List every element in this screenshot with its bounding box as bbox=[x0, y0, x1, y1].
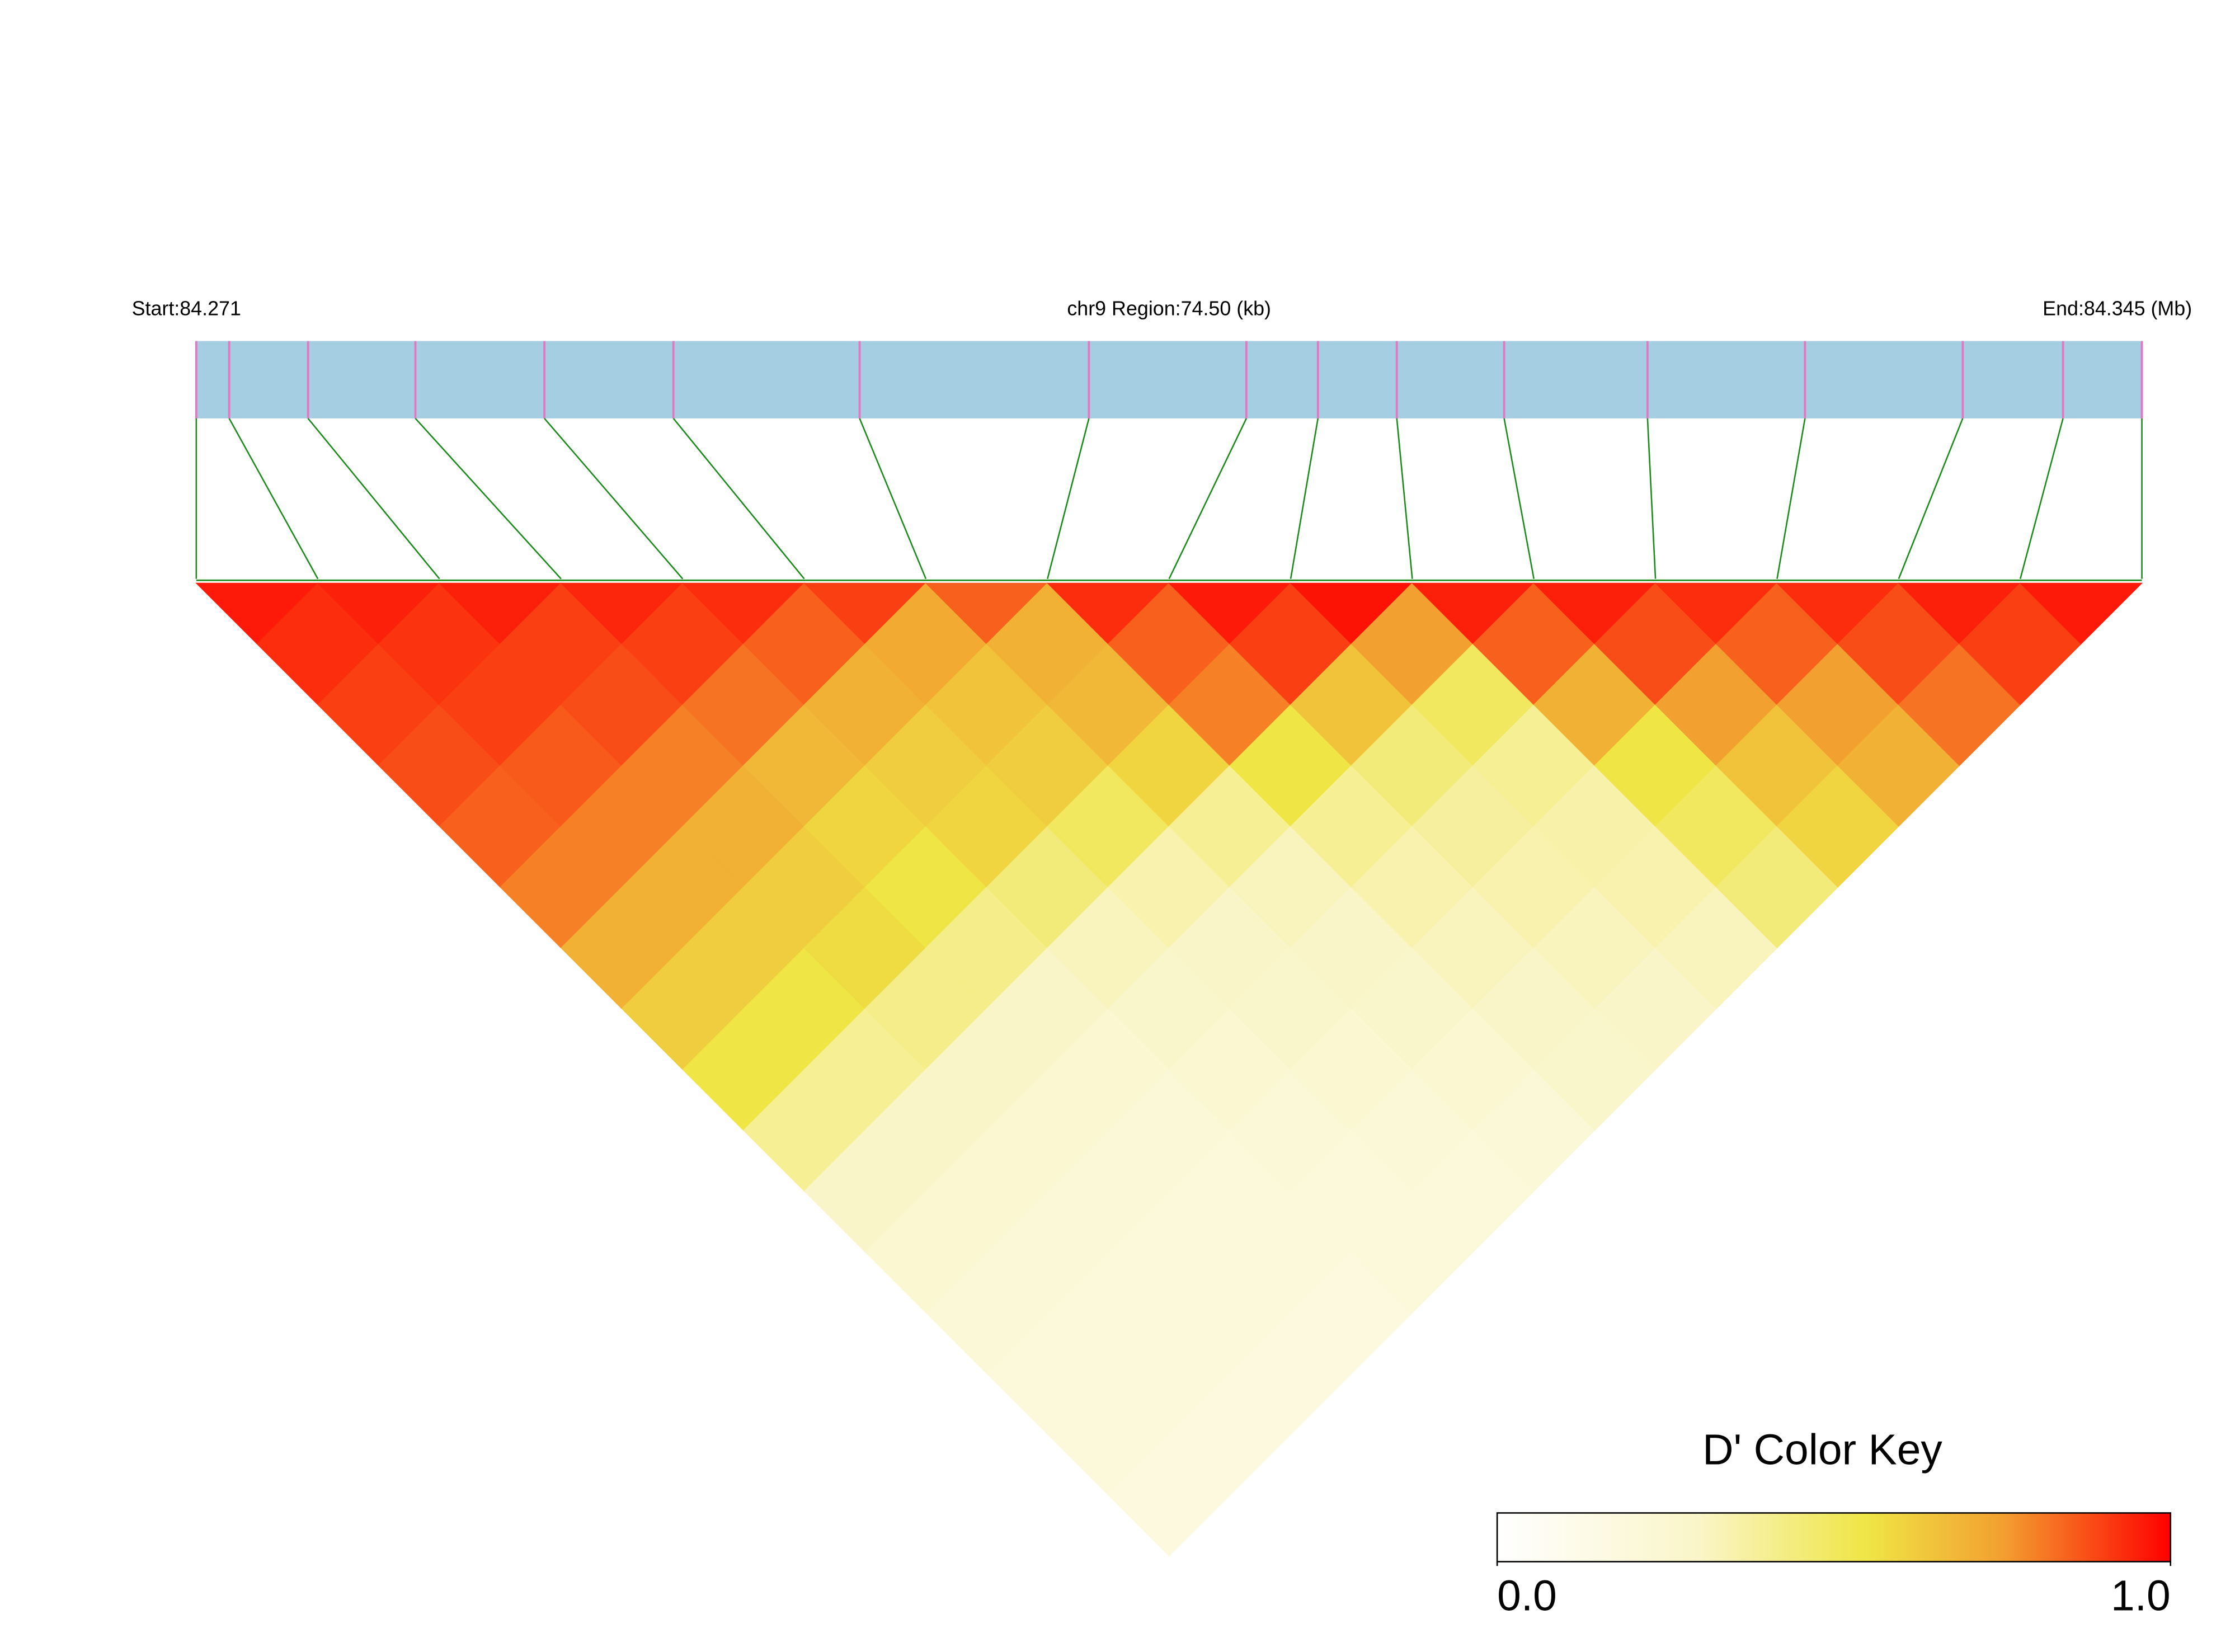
snp-link bbox=[1898, 418, 1964, 580]
legend-title: D' Color Key bbox=[1702, 1425, 1942, 1474]
chart-title: chr9 Region:74.50 (kb) bbox=[1067, 298, 1271, 320]
key-tick-label: 1.0 bbox=[2111, 1572, 2171, 1620]
snp-link bbox=[1503, 418, 1535, 579]
snp-link bbox=[672, 418, 805, 580]
ld-cell bbox=[2019, 582, 2143, 645]
key-tick-label: 0.0 bbox=[1497, 1572, 1557, 1620]
color-key bbox=[1496, 1512, 2172, 1562]
end-label: End:84.345 (Mb) bbox=[2043, 298, 2192, 320]
snp-link bbox=[1290, 418, 1319, 579]
snp-link bbox=[415, 418, 562, 580]
snp-link bbox=[307, 418, 440, 580]
snp-link bbox=[1047, 418, 1090, 580]
position-bar bbox=[196, 341, 2142, 418]
snp-link bbox=[1646, 418, 1657, 579]
snp-link bbox=[1396, 418, 1413, 579]
start-label: Start:84.271 bbox=[132, 298, 241, 320]
snp-link bbox=[2019, 418, 2064, 580]
snp-link bbox=[1168, 418, 1248, 580]
snp-link bbox=[1776, 418, 1806, 579]
snp-link bbox=[859, 418, 927, 580]
snp-link bbox=[228, 418, 319, 580]
snp-link bbox=[544, 418, 684, 580]
